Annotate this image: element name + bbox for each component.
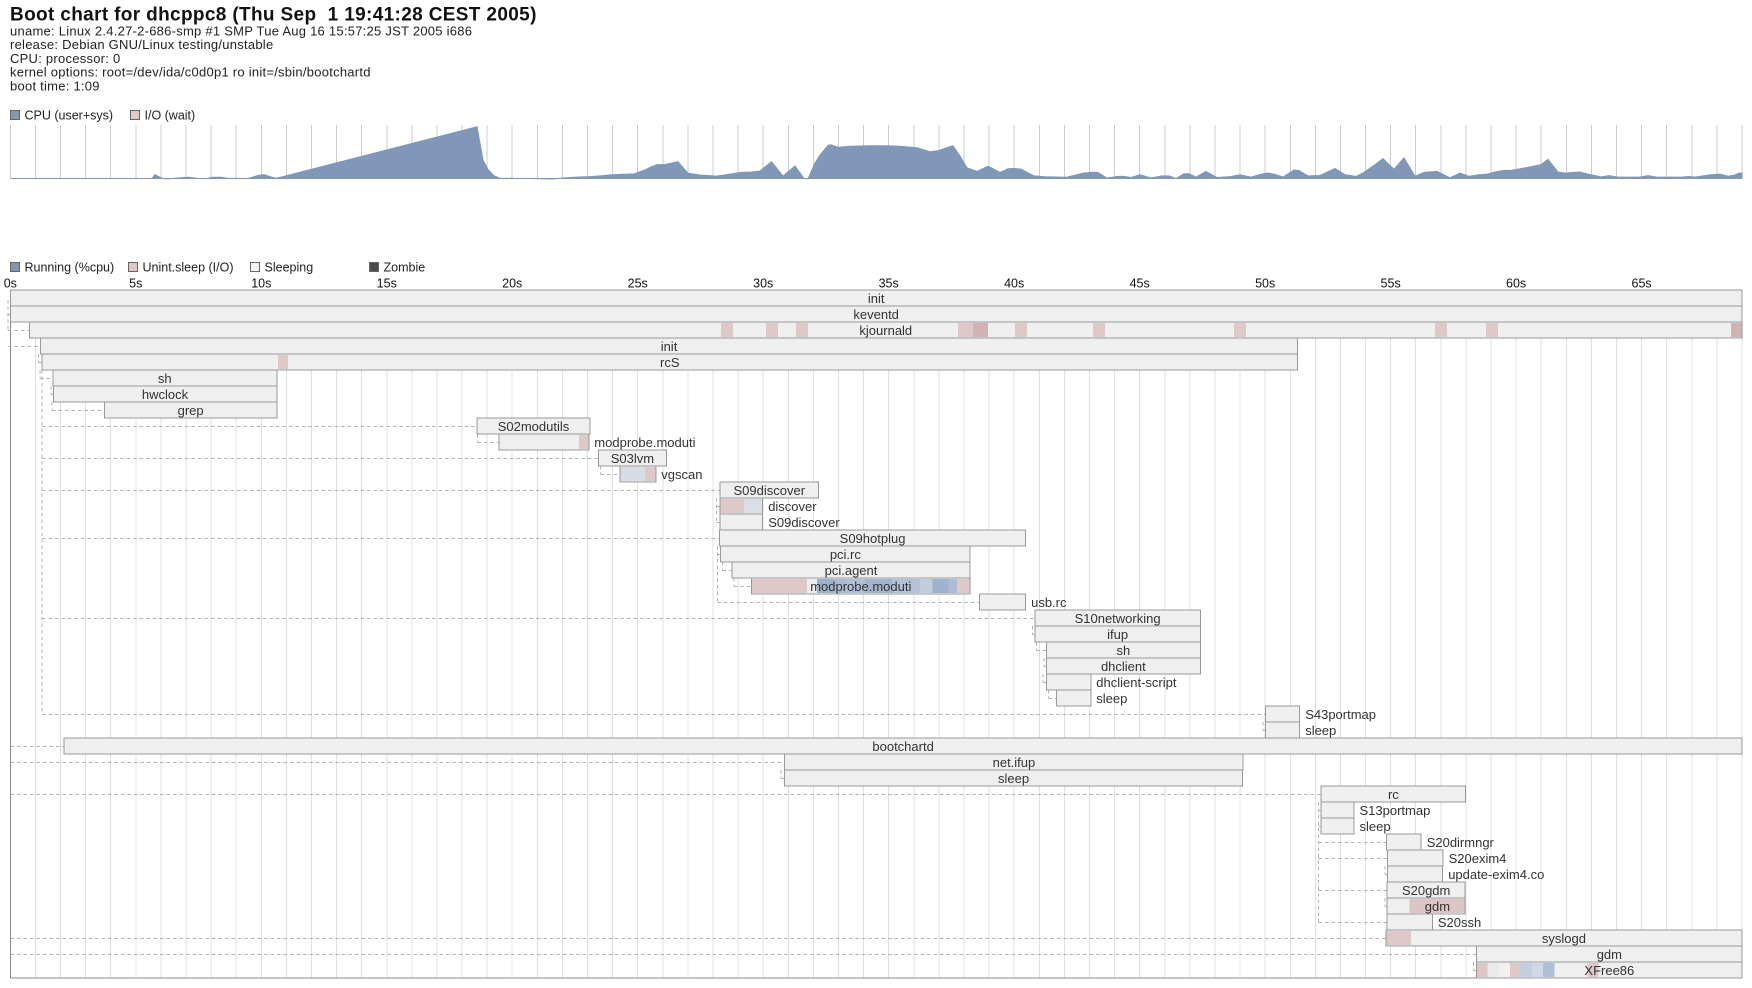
svg-text:0s: 0s <box>4 277 17 291</box>
svg-text:S20ssh: S20ssh <box>1438 915 1481 930</box>
svg-text:gdm: gdm <box>1597 947 1622 962</box>
svg-text:XFree86: XFree86 <box>1584 963 1634 978</box>
svg-text:sh: sh <box>1116 643 1130 658</box>
svg-text:rc: rc <box>1388 787 1399 802</box>
svg-text:Boot chart for dhcppc8 (Thu Se: Boot chart for dhcppc8 (Thu Sep 1 19:41:… <box>10 5 537 26</box>
svg-text:S09discover: S09discover <box>768 515 840 530</box>
svg-text:sleep: sleep <box>1305 723 1336 738</box>
svg-text:I/O (wait): I/O (wait) <box>145 109 196 123</box>
svg-text:release: Debian GNU/Linux test: release: Debian GNU/Linux testing/unstab… <box>10 37 273 52</box>
svg-text:keventd: keventd <box>853 307 899 322</box>
svg-text:bootchartd: bootchartd <box>872 739 933 754</box>
svg-text:65s: 65s <box>1632 277 1652 291</box>
svg-text:hwclock: hwclock <box>142 387 189 402</box>
svg-text:sh: sh <box>158 371 172 386</box>
svg-text:Unint.sleep (I/O): Unint.sleep (I/O) <box>143 261 234 275</box>
svg-text:S13portmap: S13portmap <box>1360 803 1431 818</box>
svg-text:gdm: gdm <box>1425 899 1450 914</box>
svg-text:sleep: sleep <box>1096 691 1127 706</box>
svg-text:kernel options: root=/dev/ida/: kernel options: root=/dev/ida/c0d0p1 ro … <box>10 65 371 80</box>
svg-text:S03lvm: S03lvm <box>611 451 654 466</box>
svg-text:sleep: sleep <box>1360 819 1391 834</box>
svg-text:60s: 60s <box>1506 277 1526 291</box>
svg-text:boot time: 1:09: boot time: 1:09 <box>10 78 100 93</box>
svg-text:S20exim4: S20exim4 <box>1449 851 1507 866</box>
svg-text:update-exim4.co: update-exim4.co <box>1448 867 1544 882</box>
svg-text:kjournald: kjournald <box>859 323 912 338</box>
svg-text:modprobe.moduti: modprobe.moduti <box>810 579 911 594</box>
svg-text:pci.rc: pci.rc <box>830 547 862 562</box>
svg-text:init: init <box>868 291 885 306</box>
svg-text:45s: 45s <box>1130 277 1150 291</box>
svg-text:55s: 55s <box>1381 277 1401 291</box>
svg-text:5s: 5s <box>129 277 142 291</box>
svg-text:Running (%cpu): Running (%cpu) <box>25 261 115 275</box>
svg-text:S09hotplug: S09hotplug <box>840 531 906 546</box>
svg-text:20s: 20s <box>502 277 522 291</box>
svg-text:syslogd: syslogd <box>1542 931 1586 946</box>
svg-text:uname: Linux 2.4.27-2-686-smp: uname: Linux 2.4.27-2-686-smp #1 SMP Tue… <box>10 24 472 39</box>
svg-text:25s: 25s <box>628 277 648 291</box>
svg-text:Sleeping: Sleeping <box>265 261 314 275</box>
svg-text:10s: 10s <box>251 277 271 291</box>
svg-text:usb.rc: usb.rc <box>1031 595 1067 610</box>
svg-text:S20gdm: S20gdm <box>1402 883 1450 898</box>
svg-text:net.ifup: net.ifup <box>993 755 1036 770</box>
svg-text:S10networking: S10networking <box>1075 611 1161 626</box>
svg-text:pci.agent: pci.agent <box>825 563 878 578</box>
svg-text:50s: 50s <box>1255 277 1275 291</box>
svg-text:modprobe.moduti: modprobe.moduti <box>594 435 695 450</box>
svg-text:dhclient-script: dhclient-script <box>1096 675 1177 690</box>
svg-text:15s: 15s <box>377 277 397 291</box>
svg-text:sleep: sleep <box>998 771 1029 786</box>
svg-text:dhclient: dhclient <box>1101 659 1146 674</box>
svg-text:CPU: processor: 0: CPU: processor: 0 <box>10 51 120 66</box>
svg-text:vgscan: vgscan <box>661 467 702 482</box>
svg-text:40s: 40s <box>1004 277 1024 291</box>
svg-text:ifup: ifup <box>1107 627 1128 642</box>
svg-text:S43portmap: S43portmap <box>1305 707 1376 722</box>
svg-text:grep: grep <box>178 403 204 418</box>
svg-text:init: init <box>661 339 678 354</box>
svg-text:discover: discover <box>768 499 817 514</box>
svg-text:S02modutils: S02modutils <box>498 419 570 434</box>
svg-text:S09discover: S09discover <box>734 483 806 498</box>
svg-text:S20dirmngr: S20dirmngr <box>1427 835 1495 850</box>
svg-text:rcS: rcS <box>660 355 680 370</box>
svg-text:Zombie: Zombie <box>384 261 426 275</box>
svg-text:30s: 30s <box>753 277 773 291</box>
svg-text:CPU (user+sys): CPU (user+sys) <box>25 109 114 123</box>
svg-text:35s: 35s <box>879 277 899 291</box>
